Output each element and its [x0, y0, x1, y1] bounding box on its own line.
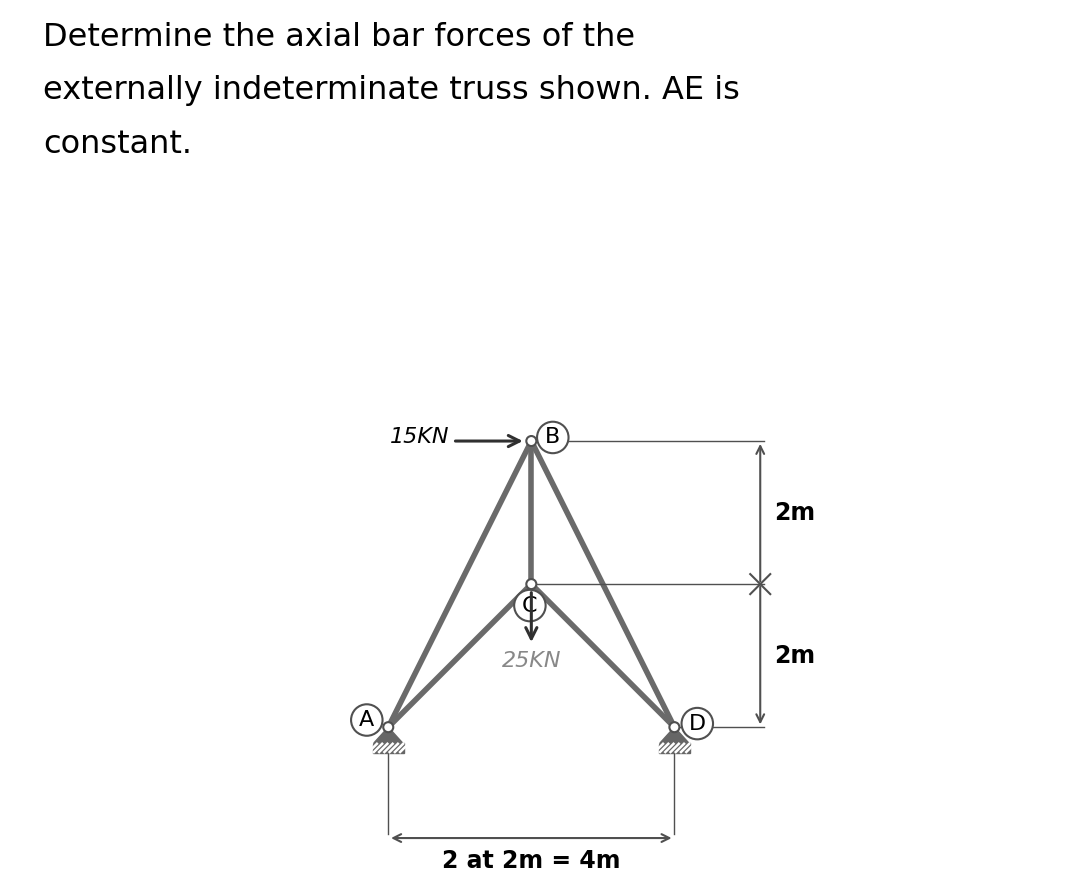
Text: 25KN: 25KN [502, 651, 561, 670]
Circle shape [383, 722, 394, 733]
Circle shape [682, 708, 713, 740]
Text: externally indeterminate truss shown. AE is: externally indeterminate truss shown. AE… [43, 75, 739, 107]
Bar [372, 743, 404, 753]
Text: 2m: 2m [775, 501, 815, 525]
Circle shape [515, 590, 546, 622]
Circle shape [351, 704, 383, 736]
Text: C: C [522, 596, 537, 615]
Polygon shape [660, 727, 689, 743]
Text: 15KN: 15KN [389, 427, 449, 448]
Circle shape [670, 722, 679, 733]
Polygon shape [373, 727, 402, 743]
Circle shape [526, 579, 536, 589]
Text: B: B [546, 427, 561, 448]
Bar [659, 743, 690, 753]
Text: Determine the axial bar forces of the: Determine the axial bar forces of the [43, 22, 635, 53]
Text: D: D [689, 714, 706, 733]
Text: 2m: 2m [775, 644, 815, 668]
Text: constant.: constant. [43, 129, 192, 160]
Circle shape [526, 436, 536, 446]
Text: 2 at 2m = 4m: 2 at 2m = 4m [442, 849, 621, 873]
Text: A: A [360, 710, 374, 730]
Circle shape [537, 422, 568, 453]
